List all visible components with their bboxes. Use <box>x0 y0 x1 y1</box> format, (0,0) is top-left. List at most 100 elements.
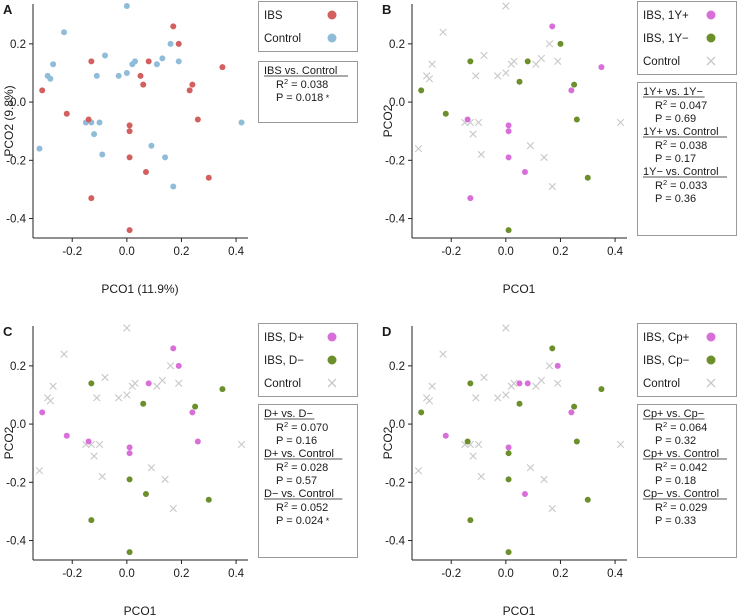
data-point-x <box>169 504 177 513</box>
data-point-x-stroke <box>414 466 423 475</box>
data-point-neg <box>505 450 512 457</box>
y-axis-title: PCO2 <box>2 426 16 459</box>
data-point-neg <box>467 517 474 524</box>
data-point-x <box>153 382 161 390</box>
y-tick-label: 0.2 <box>10 361 26 373</box>
stat-r2-value: 0.033 <box>680 180 708 192</box>
data-point-neg <box>88 380 95 387</box>
data-point-control <box>162 154 169 161</box>
data-point-pos <box>170 345 177 352</box>
panel-b: B -0.2 0.0 0.2 0.4 0.2 0.0 -0.2 -0.4 PCO1 PCO2 IBS,… <box>381 1 737 296</box>
stat-comparison-title: 1Y+ vs. Control <box>643 126 719 138</box>
data-point-x <box>537 376 546 385</box>
data-point-x <box>46 397 55 405</box>
data-point-x-stroke <box>46 397 55 405</box>
stat-comparison-title: Cp− vs. Control <box>643 488 719 500</box>
y-tick-label: -0.2 <box>385 477 405 489</box>
legend-label: IBS, Cp− <box>643 355 690 367</box>
data-point-x-stroke <box>237 440 246 449</box>
data-point-control <box>61 29 68 36</box>
data-point-control <box>50 61 57 68</box>
data-point-x-stroke <box>472 394 480 402</box>
stat-p: P = 0.57 <box>276 475 317 487</box>
data-point-control <box>132 58 139 65</box>
stat-comparison-title: Cp+ vs. Control <box>643 448 719 460</box>
data-point-x <box>469 452 477 460</box>
data-point-pos <box>85 438 92 445</box>
data-point-x-stroke <box>466 118 475 127</box>
data-point-x-stroke <box>477 150 485 159</box>
x-axis-title: PCO1 <box>503 604 536 615</box>
data-point-pos <box>145 380 152 387</box>
data-point-control <box>47 75 54 82</box>
data-point-pos <box>521 490 528 497</box>
data-point-x-stroke <box>537 54 546 63</box>
stat-p-value: 0.33 <box>675 515 696 527</box>
x-tick-label: 0.0 <box>498 246 514 258</box>
data-point-ibs <box>194 116 201 123</box>
data-point-x-stroke <box>526 142 535 150</box>
y-tick-label: 0.0 <box>389 419 405 431</box>
stat-comparison-title: IBS vs. Control <box>264 65 337 77</box>
data-point-x <box>35 466 44 475</box>
stat-r2: R2 = 0.042 <box>655 460 707 474</box>
data-point-pos <box>598 64 605 71</box>
x-tick-label: 0.4 <box>607 246 624 258</box>
data-point-x-stroke <box>428 382 436 390</box>
x-tick-label: -0.2 <box>62 568 82 580</box>
stat-p: P = 0.17 <box>655 153 696 165</box>
legend-marker-pos <box>706 10 716 20</box>
data-point-x <box>472 72 480 80</box>
data-point-x-stroke <box>469 130 477 138</box>
data-point-x-stroke <box>114 394 123 402</box>
x-tick-label: 0.2 <box>552 568 568 580</box>
data-point-x <box>480 373 488 382</box>
legend-label: IBS, D− <box>264 355 304 367</box>
data-point-x <box>502 69 510 77</box>
y-tick-label: -0.4 <box>385 536 405 548</box>
data-point-x-stroke <box>95 440 104 449</box>
data-point-x <box>474 440 483 449</box>
data-point-x-stroke <box>153 382 161 390</box>
stat-p: P = 0.18 <box>655 475 696 487</box>
stats-box <box>637 82 737 236</box>
data-point-x <box>540 475 548 484</box>
stat-r2-value: 0.029 <box>680 502 708 514</box>
data-point-neg <box>571 403 578 410</box>
data-point-x <box>493 394 502 402</box>
data-point-control <box>159 55 166 62</box>
data-point-x-stroke <box>123 391 131 399</box>
panel-letter: A <box>3 2 13 17</box>
x-axis-title: PCO1 <box>124 604 157 615</box>
data-point-x-stroke <box>537 376 546 385</box>
data-point-x-stroke <box>425 75 434 83</box>
x-axis-title: PCO1 <box>503 282 536 296</box>
data-point-x <box>537 54 546 63</box>
data-point-neg <box>573 438 580 445</box>
data-point-ibs <box>140 81 147 88</box>
legend-label: Control <box>643 378 680 390</box>
data-point-control <box>148 142 155 149</box>
data-point-x <box>131 379 139 388</box>
data-point-x-stroke <box>477 472 485 481</box>
data-point-neg <box>505 549 512 556</box>
y-axis-title: PCO2 <box>381 426 395 459</box>
data-point-pos <box>464 116 471 123</box>
stat-p: P = 0.024 * <box>276 515 330 527</box>
data-point-x <box>101 373 109 382</box>
data-point-x-stroke <box>101 373 109 382</box>
data-point-neg <box>584 174 591 181</box>
legend-label: IBS <box>264 10 283 22</box>
data-point-x-stroke <box>169 504 177 513</box>
y-tick-label: 0.2 <box>10 39 26 51</box>
data-point-neg <box>126 549 133 556</box>
legend-marker-pos <box>327 332 337 342</box>
data-point-x-stroke <box>616 118 625 127</box>
stat-p-value: 0.024 <box>296 515 324 527</box>
data-point-ibs <box>85 116 92 123</box>
data-point-control <box>175 58 182 65</box>
data-point-neg <box>516 78 523 85</box>
data-point-neg <box>584 496 591 503</box>
data-point-x-stroke <box>161 475 169 484</box>
legend-box <box>258 323 358 397</box>
